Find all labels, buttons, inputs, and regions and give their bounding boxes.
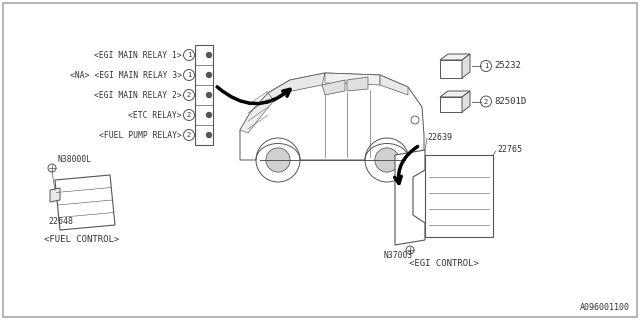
Polygon shape — [55, 175, 115, 230]
Text: 22639: 22639 — [427, 132, 452, 141]
Text: 22765: 22765 — [497, 146, 522, 155]
Circle shape — [48, 164, 56, 172]
Text: N37003: N37003 — [383, 252, 412, 260]
Bar — [440, 97, 462, 112]
Polygon shape — [240, 73, 424, 160]
Text: <EGI MAIN RELAY 1>: <EGI MAIN RELAY 1> — [94, 51, 182, 60]
Polygon shape — [440, 91, 470, 97]
Circle shape — [207, 92, 211, 98]
Text: <EGI CONTROL>: <EGI CONTROL> — [409, 259, 479, 268]
Polygon shape — [347, 77, 368, 91]
Text: 2: 2 — [187, 132, 191, 138]
Text: A096001100: A096001100 — [580, 303, 630, 312]
Polygon shape — [322, 80, 345, 95]
Circle shape — [207, 73, 211, 77]
Bar — [440, 60, 462, 78]
Bar — [195, 45, 213, 145]
Text: 2: 2 — [187, 92, 191, 98]
Text: <EGI MAIN RELAY 2>: <EGI MAIN RELAY 2> — [94, 91, 182, 100]
Text: <ETC RELAY>: <ETC RELAY> — [129, 110, 182, 119]
Text: 1: 1 — [187, 72, 191, 78]
Circle shape — [207, 52, 211, 58]
Polygon shape — [50, 188, 60, 202]
Circle shape — [184, 109, 195, 121]
Text: 82501D: 82501D — [494, 97, 526, 106]
Polygon shape — [462, 54, 470, 78]
Circle shape — [207, 132, 211, 138]
Text: 25232: 25232 — [494, 61, 521, 70]
Polygon shape — [380, 75, 408, 95]
Circle shape — [411, 116, 419, 124]
Circle shape — [406, 246, 414, 254]
Circle shape — [207, 113, 211, 117]
Text: N38000L: N38000L — [57, 156, 91, 164]
Circle shape — [375, 148, 399, 172]
Circle shape — [256, 138, 300, 182]
Polygon shape — [395, 150, 425, 245]
Text: <NA> <EGI MAIN RELAY 3>: <NA> <EGI MAIN RELAY 3> — [70, 70, 182, 79]
Circle shape — [184, 130, 195, 140]
Circle shape — [365, 138, 409, 182]
Circle shape — [184, 50, 195, 60]
Text: 22648: 22648 — [48, 218, 73, 227]
Circle shape — [266, 148, 290, 172]
Circle shape — [481, 60, 492, 71]
Text: 2: 2 — [484, 99, 488, 105]
Polygon shape — [462, 91, 470, 112]
Polygon shape — [325, 73, 380, 85]
Text: 1: 1 — [187, 52, 191, 58]
Circle shape — [481, 96, 492, 107]
Text: 1: 1 — [484, 63, 488, 69]
Bar — [425, 155, 493, 237]
Text: <FUEL CONTROL>: <FUEL CONTROL> — [44, 236, 120, 244]
Polygon shape — [268, 73, 325, 101]
Text: 2: 2 — [187, 112, 191, 118]
Circle shape — [184, 90, 195, 100]
Circle shape — [184, 69, 195, 81]
Text: <FUEL PUMP RELAY>: <FUEL PUMP RELAY> — [99, 131, 182, 140]
Polygon shape — [440, 54, 470, 60]
Polygon shape — [240, 80, 290, 133]
